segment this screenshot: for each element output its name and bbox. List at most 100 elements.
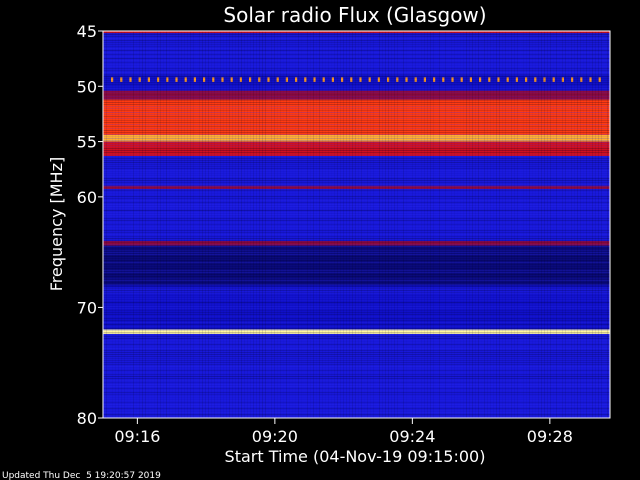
noise-line bbox=[103, 216, 610, 217]
noise-line bbox=[103, 318, 610, 319]
noise-column bbox=[250, 31, 251, 418]
noise-line bbox=[103, 206, 610, 207]
noise-line bbox=[103, 312, 610, 313]
noise-column bbox=[157, 31, 158, 418]
noise-column bbox=[190, 31, 191, 418]
emission-band bbox=[103, 329, 610, 334]
emission-band bbox=[103, 31, 610, 34]
noise-column bbox=[406, 31, 407, 418]
noise-line bbox=[103, 316, 610, 317]
noise-column bbox=[334, 31, 335, 418]
noise-column bbox=[499, 31, 500, 418]
emission-band bbox=[103, 334, 610, 418]
noise-line bbox=[103, 86, 610, 87]
noise-line bbox=[103, 218, 610, 219]
emission-band bbox=[103, 245, 610, 286]
noise-line bbox=[103, 402, 610, 403]
noise-column bbox=[391, 31, 392, 418]
noise-line bbox=[103, 248, 610, 249]
noise-line bbox=[103, 58, 610, 59]
noise-line bbox=[103, 228, 610, 229]
emission-band-segment bbox=[598, 77, 601, 82]
emission-band bbox=[103, 47, 610, 76]
emission-band-segment bbox=[479, 77, 482, 82]
noise-column bbox=[325, 31, 326, 418]
noise-line bbox=[103, 128, 610, 129]
noise-line bbox=[103, 208, 610, 209]
emission-band-segment bbox=[423, 77, 426, 82]
emission-band-segment bbox=[359, 77, 362, 82]
noise-column bbox=[424, 31, 425, 418]
noise-line bbox=[103, 310, 610, 311]
noise-column bbox=[337, 31, 338, 418]
noise-column bbox=[598, 31, 599, 418]
noise-line bbox=[103, 50, 610, 51]
noise-line bbox=[103, 210, 610, 211]
noise-line bbox=[103, 220, 610, 221]
noise-line bbox=[103, 90, 610, 91]
emission-band-segment bbox=[405, 77, 408, 82]
noise-column bbox=[523, 31, 524, 418]
noise-line bbox=[103, 384, 610, 385]
noise-column bbox=[247, 31, 248, 418]
noise-line bbox=[103, 82, 610, 83]
emission-band-segment bbox=[396, 77, 399, 82]
noise-column bbox=[322, 31, 323, 418]
noise-line bbox=[103, 70, 610, 71]
emission-band-segment bbox=[249, 77, 252, 82]
noise-column bbox=[184, 31, 185, 418]
noise-line bbox=[103, 264, 610, 265]
noise-column bbox=[484, 31, 485, 418]
noise-line bbox=[103, 54, 610, 55]
noise-column bbox=[415, 31, 416, 418]
noise-column bbox=[163, 31, 164, 418]
noise-column bbox=[130, 31, 131, 418]
emission-band-segment bbox=[377, 77, 380, 82]
noise-line bbox=[103, 104, 610, 105]
noise-line bbox=[103, 196, 610, 197]
noise-line bbox=[103, 284, 610, 285]
noise-line bbox=[103, 120, 610, 121]
chart-title: Solar radio Flux (Glasgow) bbox=[223, 3, 486, 27]
noise-column bbox=[397, 31, 398, 418]
noise-line bbox=[103, 162, 610, 163]
noise-column bbox=[505, 31, 506, 418]
noise-column bbox=[112, 31, 113, 418]
noise-column bbox=[121, 31, 122, 418]
noise-line bbox=[103, 158, 610, 159]
noise-column bbox=[433, 31, 434, 418]
noise-line bbox=[103, 334, 610, 335]
noise-column bbox=[487, 31, 488, 418]
noise-line bbox=[103, 110, 610, 111]
emission-band-segment bbox=[111, 77, 114, 82]
noise-line bbox=[103, 268, 610, 269]
emission-band-segment bbox=[414, 77, 417, 82]
noise-line bbox=[103, 98, 610, 99]
noise-column bbox=[133, 31, 134, 418]
noise-column bbox=[142, 31, 143, 418]
noise-line bbox=[103, 200, 610, 201]
noise-column bbox=[199, 31, 200, 418]
noise-column bbox=[208, 31, 209, 418]
noise-line bbox=[103, 388, 610, 389]
noise-column bbox=[259, 31, 260, 418]
noise-line bbox=[103, 234, 610, 235]
noise-line bbox=[103, 160, 610, 161]
noise-line bbox=[103, 346, 610, 347]
emission-band-segment bbox=[552, 77, 555, 82]
noise-column bbox=[346, 31, 347, 418]
noise-column bbox=[187, 31, 188, 418]
noise-line bbox=[103, 406, 610, 407]
emission-band-segment bbox=[488, 77, 491, 82]
noise-line bbox=[103, 394, 610, 395]
emission-band-segment bbox=[433, 77, 436, 82]
noise-column bbox=[502, 31, 503, 418]
noise-column bbox=[358, 31, 359, 418]
noise-line bbox=[103, 190, 610, 191]
noise-line bbox=[103, 288, 610, 289]
noise-line bbox=[103, 254, 610, 255]
emission-band-segment bbox=[184, 77, 187, 82]
x-axis: 09:16 09:20 09:24 09:28 bbox=[114, 418, 573, 446]
emission-band-segment bbox=[387, 77, 390, 82]
